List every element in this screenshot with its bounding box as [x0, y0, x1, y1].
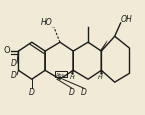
Text: OH: OH: [121, 15, 132, 24]
Text: D: D: [81, 87, 87, 96]
Text: ,,,: ,,,: [51, 25, 55, 29]
Text: D: D: [11, 71, 17, 80]
Text: Abs: Abs: [56, 72, 65, 77]
Text: HO: HO: [41, 18, 52, 27]
Text: D: D: [29, 87, 35, 96]
Polygon shape: [100, 41, 107, 52]
Text: H: H: [70, 75, 75, 80]
Text: H: H: [98, 75, 103, 80]
Text: D: D: [11, 59, 17, 68]
Text: D: D: [69, 87, 75, 96]
Text: O: O: [3, 46, 10, 55]
